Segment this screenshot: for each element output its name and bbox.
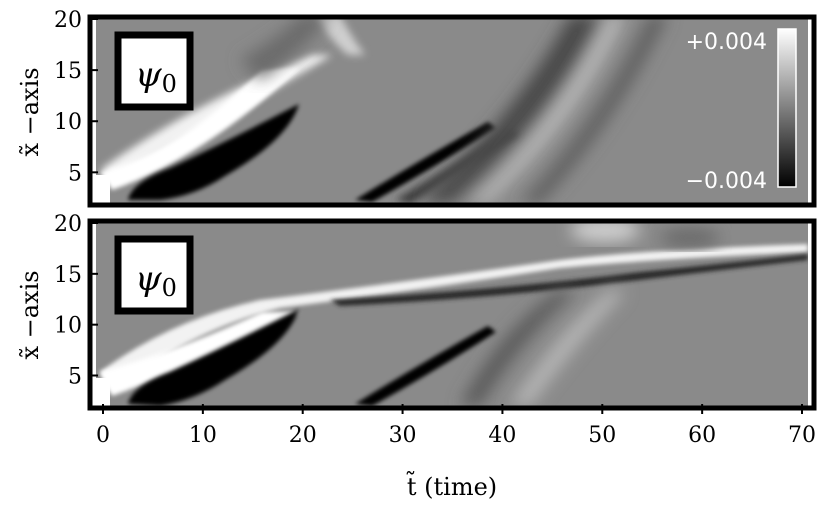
colorbar-gradient xyxy=(777,28,797,188)
x-tick-label: 10 xyxy=(189,423,217,448)
bottom-inset-label: ψ0 xyxy=(114,235,194,315)
top-psi-symbol: ψ xyxy=(135,55,162,95)
bottom-y-tick-label: 20 xyxy=(54,212,82,237)
svg-text:ψ0: ψ0 xyxy=(135,55,177,98)
top-y-axis-label: x̃ −axis xyxy=(16,67,44,156)
x-tick-label: 30 xyxy=(389,423,417,448)
top-y-tick-label: 10 xyxy=(54,110,82,135)
bottom-psi-subscript: 0 xyxy=(162,274,177,302)
x-tick-label: 40 xyxy=(488,423,516,448)
x-axis-label: t̃ (time) xyxy=(407,470,498,501)
bottom-panel-frame xyxy=(87,218,817,411)
bottom-y-tick-label: 15 xyxy=(54,263,82,288)
x-tick-label: 70 xyxy=(788,423,816,448)
bottom-y-axis-label: x̃ −axis xyxy=(16,270,44,359)
bottom-y-ticks: 5 10 15 20 xyxy=(54,212,98,390)
colorbar-min-label: −0.004 xyxy=(686,169,767,194)
bottom-heatmap xyxy=(96,223,808,406)
top-y-tick-label: 15 xyxy=(54,59,82,84)
svg-text:ψ0: ψ0 xyxy=(135,259,177,302)
top-heatmap xyxy=(96,19,808,203)
colorbar: +0.004 −0.004 xyxy=(686,28,797,194)
x-tick-label: 20 xyxy=(289,423,317,448)
top-psi-subscript: 0 xyxy=(162,70,177,98)
bottom-y-tick-label: 10 xyxy=(54,314,82,339)
colorbar-max-label: +0.004 xyxy=(686,30,767,55)
bottom-psi-symbol: ψ xyxy=(135,259,162,299)
bottom-y-tick-label: 5 xyxy=(68,365,82,390)
top-y-tick-label: 20 xyxy=(54,8,82,33)
top-panel-frame xyxy=(87,14,817,208)
top-y-ticks: 5 10 15 20 xyxy=(54,8,98,186)
x-tick-label: 0 xyxy=(96,423,110,448)
top-panel: ψ0 +0.004 −0.004 5 10 15 20 x̃ −axis xyxy=(16,8,817,208)
top-y-tick-label: 5 xyxy=(68,161,82,186)
x-tick-label: 50 xyxy=(588,423,616,448)
bottom-x-ticks: 0 10 20 30 40 50 60 70 xyxy=(96,404,816,448)
top-inset-label: ψ0 xyxy=(114,31,194,111)
x-tick-label: 60 xyxy=(688,423,716,448)
